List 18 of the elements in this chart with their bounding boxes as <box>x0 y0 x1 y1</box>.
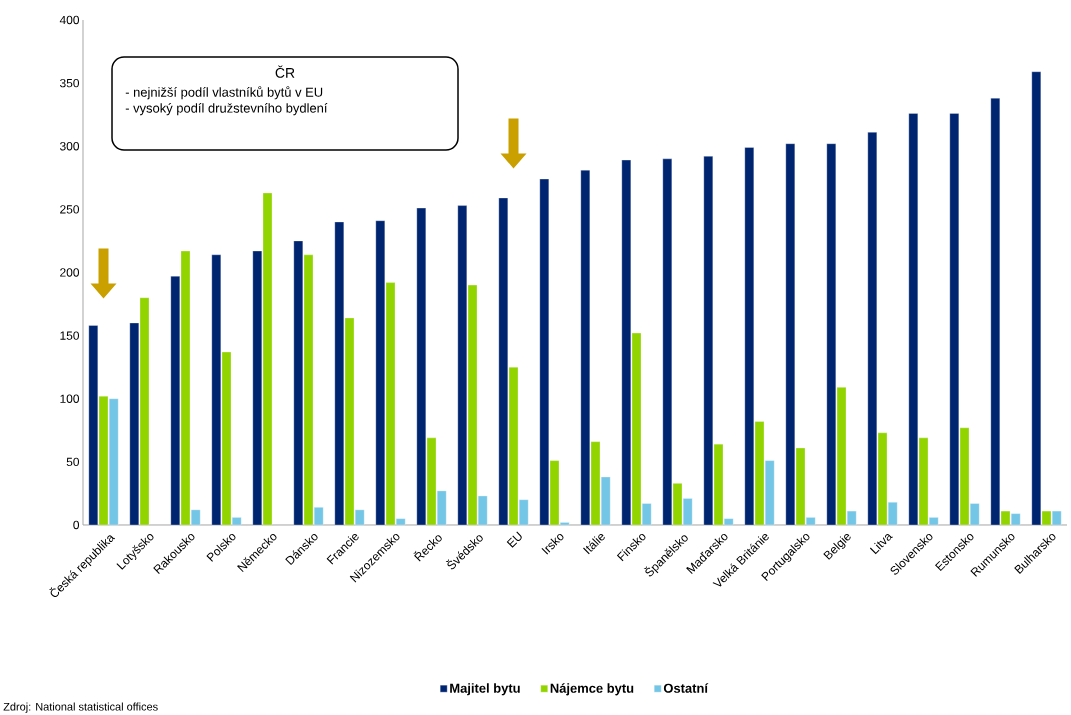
legend-label: Nájemce bytu <box>550 683 634 696</box>
y-tick-label: 50 <box>66 457 80 467</box>
legend-label: Ostatní <box>663 683 709 693</box>
y-tick-label: 200 <box>60 268 80 277</box>
annotation: ČR <box>275 65 295 78</box>
x-tick-label: EU <box>506 531 522 548</box>
text: Zdroj: National statistical offices <box>3 702 158 713</box>
y-tick-label: 300 <box>60 142 80 151</box>
y-tick-label: 400 <box>59 15 80 25</box>
y-tick-label: 250 <box>60 205 80 214</box>
x-tick-label: Itálie <box>583 534 605 555</box>
y-tick-label: 100 <box>60 394 80 403</box>
legend-label: Majitel bytu <box>450 683 520 696</box>
y-tick-label: 350 <box>60 78 80 88</box>
annotation: - vysoký podíl družstevního bydlení <box>125 103 328 116</box>
y-tick-label: 150 <box>60 331 80 340</box>
annotation: - nejnižší podíl vlastníků bytů v EU <box>125 86 323 100</box>
y-tick-label: 0 <box>73 520 80 530</box>
